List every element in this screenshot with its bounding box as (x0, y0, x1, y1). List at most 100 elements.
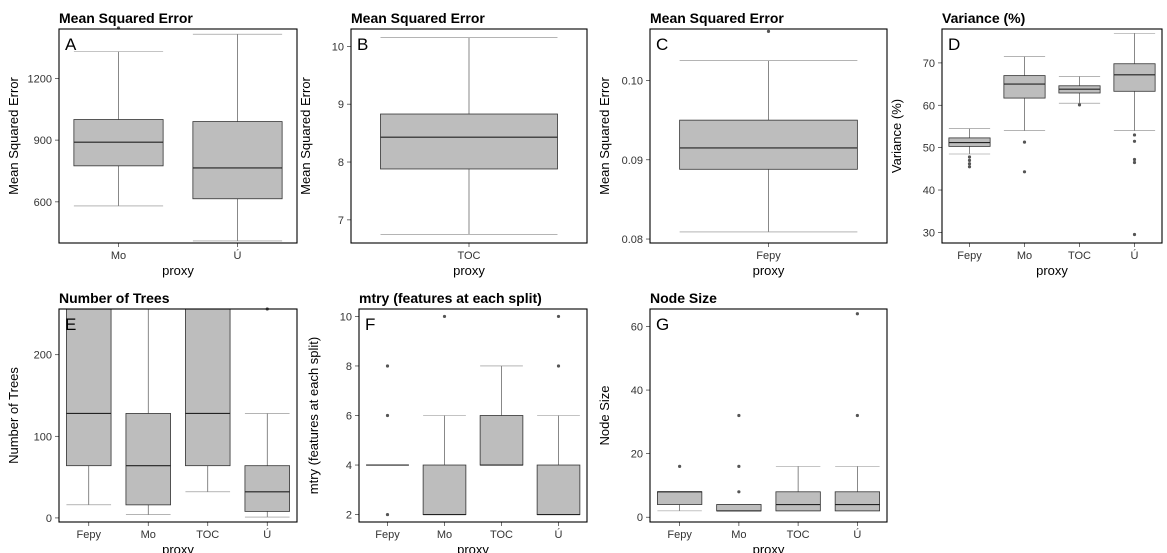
y-tick-label: 2 (346, 510, 352, 522)
outlier-point (385, 413, 390, 418)
box-Fepy (66, 308, 112, 506)
box-Ú (244, 307, 290, 518)
box-Fepy (657, 464, 703, 512)
y-axis-label: Variance (%) (889, 99, 904, 173)
outlier-point (967, 165, 972, 169)
iqr-box (716, 504, 762, 512)
x-tick-label: Ú (234, 249, 242, 262)
box-Mo (716, 413, 762, 512)
iqr-box (834, 491, 880, 512)
panel-title: Mean Squared Error (59, 10, 193, 26)
iqr-box (1113, 63, 1156, 92)
y-tick-label: 9 (338, 99, 344, 111)
panel-C: Mean Squared Error Mean Squared Error prox… (597, 10, 888, 278)
outlier-point (737, 490, 741, 494)
box-TOC (479, 365, 524, 466)
box-TOC (1058, 76, 1101, 107)
y-tick-label: 10 (332, 41, 344, 53)
panel-frame (358, 308, 588, 523)
panel-letter: F (365, 315, 375, 334)
outlier-point (1132, 232, 1137, 237)
outlier-point (967, 158, 972, 162)
outlier-point (737, 413, 741, 418)
y-axis-label: Node Size (597, 386, 612, 446)
x-axis-label: proxy (162, 542, 194, 553)
outlier-point (1022, 170, 1027, 174)
outlier-point (1077, 103, 1082, 107)
outlier-point (1022, 140, 1027, 144)
y-axis-label: Mean Squared Error (597, 76, 612, 194)
y-tick-label: 200 (34, 350, 52, 362)
iqr-box (775, 491, 821, 512)
panel-title: Variance (%) (942, 10, 1025, 26)
x-axis-label: proxy (1036, 263, 1068, 278)
x-tick-label: Fepy (667, 529, 692, 541)
outlier-point (1132, 160, 1137, 165)
y-tick-label: 8 (338, 157, 344, 169)
box-Fepy (948, 128, 991, 169)
outlier-point (1132, 133, 1137, 137)
outlier-point (442, 314, 447, 319)
outlier-point (556, 364, 561, 368)
y-tick-label: 60 (631, 321, 643, 333)
y-tick-label: 0.09 (622, 155, 643, 167)
box-Mo (73, 26, 164, 207)
y-tick-label: 40 (923, 185, 935, 197)
y-tick-label: 40 (631, 385, 643, 397)
panel-letter: E (65, 315, 76, 334)
iqr-box (657, 491, 703, 505)
y-tick-label: 0.10 (622, 76, 643, 88)
panel-title: Number of Trees (59, 290, 170, 306)
outlier-point (967, 155, 972, 159)
outlier-point (766, 29, 771, 33)
iqr-box (1003, 75, 1046, 99)
outlier-point (556, 314, 561, 319)
panel-frame (649, 28, 888, 244)
y-tick-label: 4 (346, 460, 352, 472)
box-TOC (185, 308, 231, 493)
x-axis-label: proxy (753, 263, 785, 278)
panel-B: Mean Squared Error Mean Squared Error prox… (298, 10, 588, 278)
outlier-point (385, 512, 390, 517)
iqr-box (185, 308, 231, 467)
iqr-box (422, 464, 467, 515)
box-Ú (192, 33, 283, 242)
y-axis-label: Mean Squared Error (298, 76, 313, 194)
iqr-box (479, 415, 524, 466)
outlier-point (967, 162, 972, 166)
x-tick-label: TOC (457, 250, 480, 262)
y-tick-label: 0 (46, 513, 52, 525)
outlier-point (678, 464, 682, 468)
x-tick-label: Fepy (957, 250, 982, 262)
panel-title: Node Size (650, 290, 717, 306)
y-tick-label: 70 (923, 58, 935, 70)
x-tick-label: Ú (263, 528, 271, 541)
box-Mo (1003, 56, 1046, 174)
panel-title: Mean Squared Error (650, 10, 784, 26)
box-Ú (1113, 32, 1156, 237)
x-axis-label: proxy (457, 542, 489, 553)
iqr-box (125, 413, 171, 506)
box-Mo (125, 308, 171, 515)
box-Mo (422, 314, 467, 516)
iqr-box (536, 464, 581, 515)
y-tick-label: 0.08 (622, 234, 643, 246)
box-Ú (536, 314, 581, 516)
box-Ú (834, 312, 880, 512)
panel-D: Variance (%) Variance (%) proxy 30 40 50 60 70 F… (889, 10, 1163, 278)
panel-G: Node Size Node Size proxy 0 20 40 60 Fepy Mo TOC Ú… (597, 290, 888, 553)
x-axis-label: proxy (162, 263, 194, 278)
y-tick-label: 50 (923, 143, 935, 155)
outlier-point (737, 464, 741, 468)
y-tick-label: 900 (34, 135, 52, 147)
panel-frame (58, 308, 298, 523)
y-tick-label: 10 (340, 311, 352, 323)
panel-title: Mean Squared Error (351, 10, 485, 26)
y-axis-label: mtry (features at each split) (306, 337, 321, 495)
x-tick-label: Mo (141, 529, 156, 541)
x-tick-label: TOC (1068, 250, 1091, 262)
x-tick-label: Mo (731, 529, 746, 541)
x-tick-label: Fepy (77, 529, 102, 541)
panel-letter: C (656, 35, 668, 54)
